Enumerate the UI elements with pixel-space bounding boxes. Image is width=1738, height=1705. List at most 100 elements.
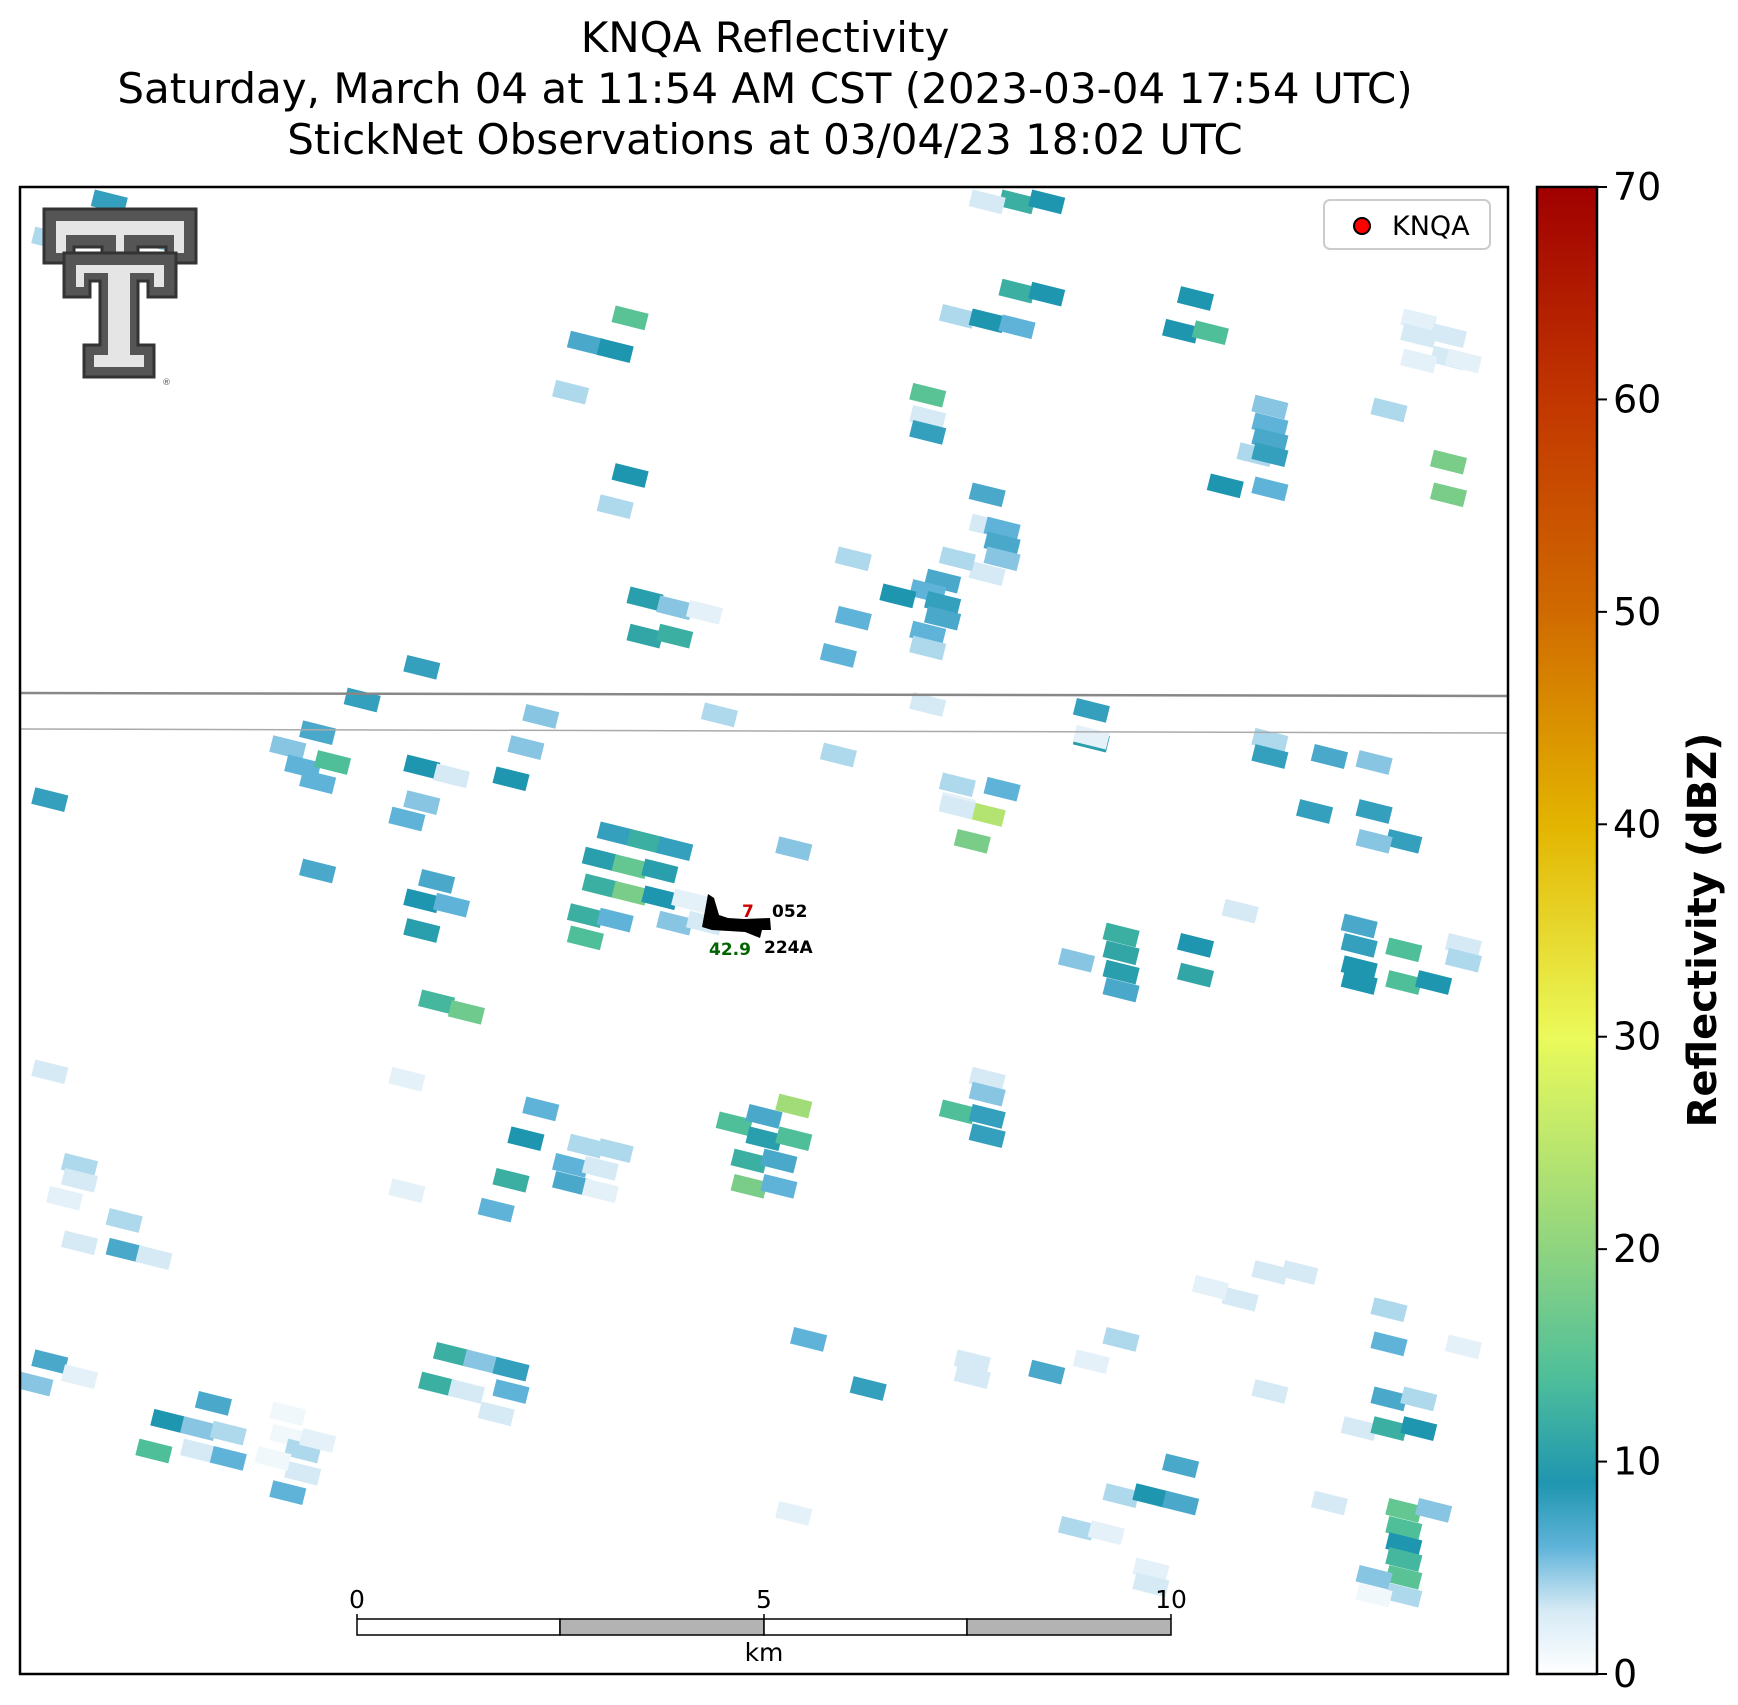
reflectivity-cell [685, 599, 724, 625]
reflectivity-cell [968, 1081, 1006, 1107]
reflectivity-cell [432, 763, 471, 789]
reflectivity-cell [1102, 1483, 1140, 1508]
reflectivity-cell [135, 1245, 173, 1270]
reflectivity-cell [492, 1379, 530, 1404]
reflectivity-cell [1176, 962, 1215, 988]
reflectivity-cell [403, 790, 441, 815]
reflectivity-cell [1072, 724, 1110, 750]
reflectivity-cell [313, 750, 352, 775]
reflectivity-cell [581, 1178, 619, 1204]
reflectivity-cell [180, 1438, 218, 1464]
station-id: 224A [764, 938, 813, 958]
reflectivity-cell [849, 1376, 887, 1401]
reflectivity-cell [760, 1148, 798, 1174]
reflectivity-cell [492, 1356, 530, 1382]
reflectivity-cell [1355, 799, 1393, 824]
reflectivity-cell [403, 754, 441, 780]
reflectivity-cell [596, 1138, 634, 1163]
reflectivity-cell [105, 1208, 143, 1233]
station-dewpoint: 42.9 [709, 940, 751, 960]
reflectivity-cell [1162, 318, 1200, 344]
colorbar-tick-label: 10 [1613, 1440, 1661, 1484]
road-line-lower [20, 728, 1508, 734]
reflectivity-cell [581, 1156, 619, 1181]
reflectivity-cell [1191, 1275, 1229, 1300]
reflectivity-cell [1028, 189, 1066, 215]
reflectivity-cell [507, 1126, 545, 1152]
reflectivity-cell [552, 1170, 590, 1196]
reflectivity-cell [1102, 922, 1140, 948]
reflectivity-cell [522, 704, 560, 729]
reflectivity-cell [1400, 348, 1438, 374]
reflectivity-cell [671, 888, 709, 914]
reflectivity-cell [834, 546, 872, 572]
reflectivity-cell [1057, 947, 1096, 973]
reflectivity-cell [418, 989, 456, 1015]
station-temperature: 7 [742, 902, 754, 922]
reflectivity-cell [1028, 1359, 1066, 1385]
reflectivity-cell [1251, 1379, 1289, 1404]
texas-tech-double-t-logo: ® [42, 207, 198, 388]
reflectivity-cell [566, 1133, 604, 1159]
reflectivity-cell [418, 1371, 456, 1397]
colorbar-tick-label: 60 [1613, 377, 1661, 421]
reflectivity-cell [998, 314, 1036, 340]
reflectivity-cell [1355, 750, 1393, 775]
reflectivity-cell [462, 1349, 500, 1375]
reflectivity-cell [938, 772, 976, 798]
reflectivity-cell [611, 880, 649, 906]
reflectivity-cell [790, 1327, 828, 1352]
reflectivity-cell [596, 494, 634, 520]
reflectivity-cell [775, 1126, 813, 1152]
reflectivity-cell [1385, 970, 1423, 995]
station-wind-direction: 052 [772, 902, 808, 922]
reflectivity-cell [403, 888, 441, 914]
reflectivity-cell [1028, 281, 1066, 307]
reflectivity-cell [611, 854, 649, 879]
reflectivity-cell [1176, 933, 1215, 958]
reflectivity-cell [1400, 1386, 1438, 1412]
reflectivity-cell [1102, 1327, 1140, 1352]
reflectivity-cell [105, 1237, 143, 1263]
reflectivity-cell [60, 1167, 99, 1193]
map-legend: KNQA [1323, 199, 1491, 250]
reflectivity-cell [596, 338, 634, 363]
reflectivity-cell [566, 925, 604, 951]
reflectivity-cell [879, 583, 917, 609]
reflectivity-cell [1251, 394, 1289, 420]
colorbar-ticks: 0 10 20 30 40 50 60 70 [1597, 165, 1661, 1696]
reflectivity-cell [31, 787, 69, 812]
scale-bar: 0 5 10 km [349, 1585, 1187, 1667]
reflectivity-cell [20, 1371, 54, 1397]
reflectivity-cell [1370, 1416, 1408, 1441]
reflectivity-cell [760, 1173, 798, 1199]
reflectivity-cell [1385, 1547, 1423, 1572]
reflectivity-cell [507, 735, 545, 760]
wind-barb-icon [702, 894, 771, 938]
reflectivity-cell [31, 1349, 69, 1375]
reflectivity-cell [1310, 1490, 1348, 1516]
scale-unit: km [745, 1638, 784, 1667]
reflectivity-cell [1102, 940, 1140, 966]
reflectivity-cell [194, 1391, 232, 1416]
reflectivity-cell [447, 999, 485, 1025]
reflectivity-cell [819, 742, 857, 768]
reflectivity-cell [403, 918, 441, 943]
reflectivity-cell [209, 1446, 247, 1471]
reflectivity-cell [388, 806, 426, 832]
reflectivity-cell [284, 1460, 322, 1486]
reflectivity-cell [775, 1093, 813, 1119]
reflectivity-cell [1370, 1331, 1408, 1357]
reflectivity-cell [1132, 1572, 1170, 1598]
reflectivity-cell [1370, 1386, 1408, 1412]
reflectivity-cell [1340, 1416, 1378, 1441]
sticknet-station-plot[interactable]: 7 052 42.9 224A [702, 894, 813, 960]
reflectivity-cell [909, 635, 947, 661]
reflectivity-cell [611, 463, 649, 488]
title-line-3: StickNet Observations at 03/04/23 18:02 … [287, 115, 1243, 164]
reflectivity-cell [135, 1438, 173, 1464]
reflectivity-cell [566, 903, 604, 928]
reflectivity-cell [492, 1167, 530, 1193]
reflectivity-cell [1281, 1260, 1319, 1285]
reflectivity-cell [492, 766, 530, 792]
